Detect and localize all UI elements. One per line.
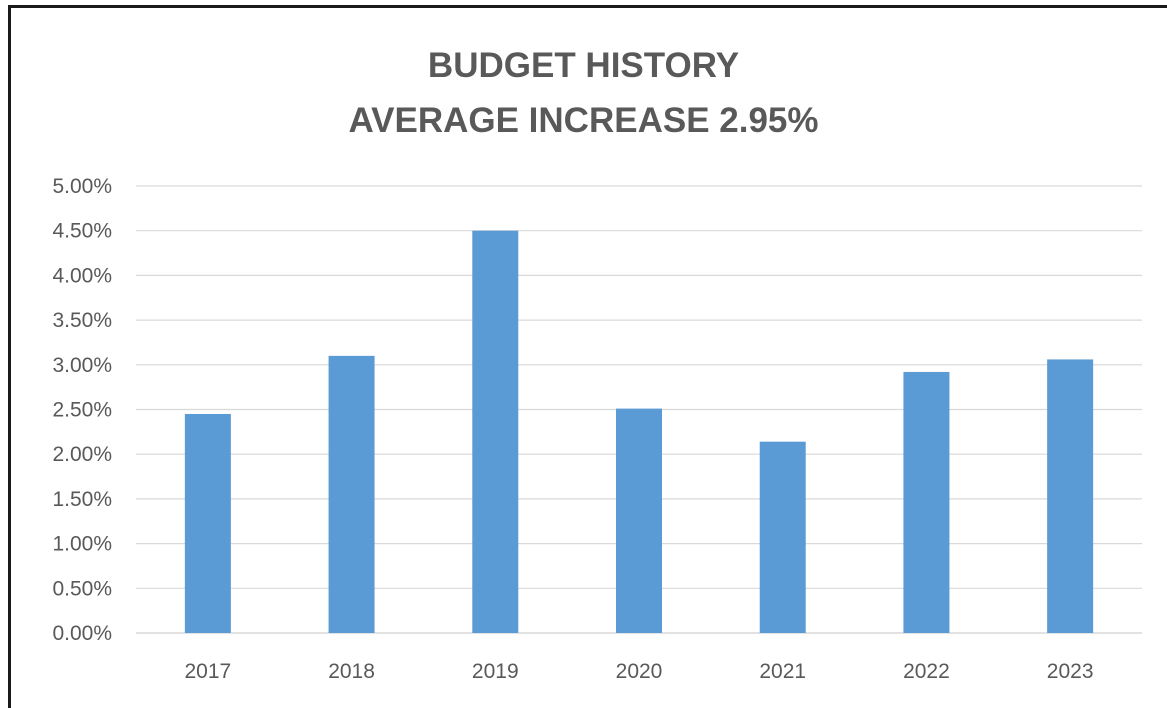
y-axis-ticks: 0.00% 0.50% 1.00% 1.50% 2.00% 2.50% 3.00% 3.50%…	[52, 175, 112, 645]
bar-2019	[472, 230, 519, 633]
bars	[184, 230, 1094, 633]
y-tick-label: 3.50%	[52, 309, 112, 332]
x-axis-ticks: 2017 2018 2019 2020 2021 2022 2023	[184, 660, 1093, 683]
chart-subtitle: AVERAGE INCREASE 2.95%	[348, 101, 819, 140]
bar-2018	[328, 355, 375, 633]
x-tick-label: 2018	[328, 660, 375, 683]
x-tick-label: 2020	[616, 660, 663, 683]
bar-2022	[903, 371, 950, 633]
x-tick-label: 2022	[903, 660, 950, 683]
bar-2020	[616, 408, 662, 633]
y-tick-label: 3.00%	[52, 354, 112, 377]
y-tick-label: 0.50%	[52, 577, 112, 600]
y-tick-label: 2.00%	[52, 443, 112, 466]
x-tick-label: 2017	[184, 660, 231, 683]
y-tick-label: 5.00%	[52, 175, 112, 198]
bar-2023	[1047, 359, 1094, 633]
y-tick-label: 4.00%	[52, 264, 112, 287]
x-tick-label: 2021	[759, 660, 806, 683]
chart-title: BUDGET HISTORY	[427, 46, 740, 85]
x-tick-label: 2023	[1047, 660, 1094, 683]
y-tick-label: 1.50%	[52, 488, 112, 511]
y-tick-label: 0.00%	[52, 622, 112, 645]
bar-2017	[184, 413, 231, 633]
bar-2021	[759, 441, 806, 633]
y-tick-label: 4.50%	[52, 220, 112, 243]
x-tick-label: 2019	[472, 660, 519, 683]
y-tick-label: 2.50%	[52, 399, 112, 422]
y-tick-label: 1.00%	[52, 533, 112, 556]
